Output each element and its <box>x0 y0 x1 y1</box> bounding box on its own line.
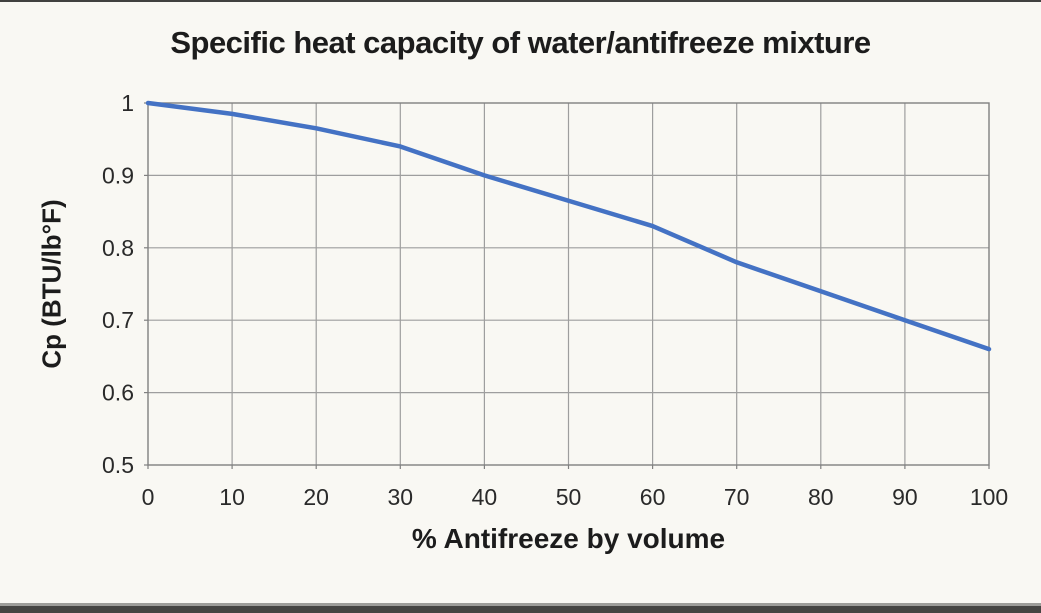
chart-title: Specific heat capacity of water/antifree… <box>170 25 871 60</box>
y-tick-label: 0.9 <box>102 162 134 188</box>
y-tick-label: 0.5 <box>102 452 134 478</box>
x-tick-label: 0 <box>142 484 155 510</box>
x-tick-label: 40 <box>472 484 498 510</box>
x-tick-label: 20 <box>303 484 329 510</box>
x-tick-label: 100 <box>970 484 1008 510</box>
series-line-cp <box>145 100 992 352</box>
y-tick-label: 0.8 <box>102 235 134 261</box>
y-tick-label: 0.7 <box>102 307 134 333</box>
x-tick-label: 30 <box>388 484 414 510</box>
bottom-border-rule <box>0 606 1041 613</box>
plot-frame <box>147 102 990 466</box>
x-tick-label: 50 <box>556 484 582 510</box>
x-tick-label: 80 <box>808 484 834 510</box>
y-tick-label: 0.6 <box>102 380 134 406</box>
y-tick-label: 1 <box>121 90 134 116</box>
x-tick-label: 70 <box>724 484 750 510</box>
x-tick-label: 90 <box>892 484 918 510</box>
top-border-rule <box>0 0 1041 2</box>
x-axis-title: % Antifreeze by volume <box>411 523 726 554</box>
x-tick-label: 10 <box>219 484 245 510</box>
x-tick-label: 60 <box>640 484 666 510</box>
bottom-border-rule-light <box>0 603 1041 606</box>
